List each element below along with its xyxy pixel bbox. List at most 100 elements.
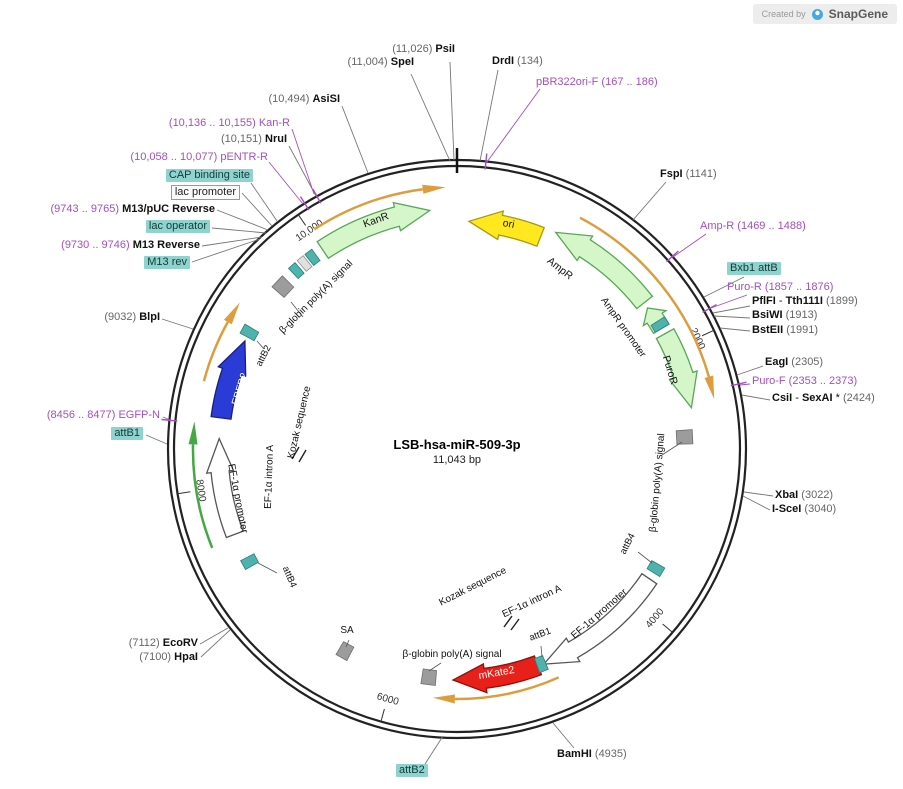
transcript-arc-left-arrowhead: [188, 421, 198, 445]
primer-site-tick: [702, 303, 717, 313]
primer-m13-puc-reverse-text: M13/pUC Reverse: [122, 203, 215, 215]
feature-ef1a-promoter-left[interactable]: [205, 436, 245, 539]
intron-junction-mark: [291, 446, 300, 460]
site-asisi-text: (10,494): [268, 93, 313, 105]
bglobin-polya-box-bottom[interactable]: [420, 668, 438, 686]
feature-ampr[interactable]: [554, 231, 654, 310]
primer-puro-r-text: Puro-R: [727, 281, 762, 293]
bglobin-polya-topleft-label: β-globin poly(A) signal: [277, 258, 355, 336]
feature-bxb1-attb[interactable]: Bxb1 attB: [727, 262, 781, 275]
site-spei-text: (11,004): [347, 56, 391, 68]
callout-line: [479, 69, 499, 162]
site-nrui[interactable]: (10,151) NruI: [221, 133, 287, 146]
primer-egfp-n-text: EGFP-N: [118, 409, 160, 421]
bglobin-polya-box-right[interactable]: [675, 429, 694, 445]
site-bsteii[interactable]: BstEII (1991): [752, 324, 818, 337]
site-pflfi-tth111i[interactable]: PflFI - Tth111I (1899): [752, 295, 858, 308]
attb1-site-box-bottom[interactable]: [533, 654, 549, 674]
attb4-site-box-right[interactable]: [646, 560, 666, 578]
site-spei[interactable]: (11,004) SpeI: [348, 56, 414, 69]
callout-line: [145, 434, 168, 445]
primer-pentr-r[interactable]: (10,058 .. 10,077) pENTR-R: [130, 151, 268, 164]
callout-line: [291, 128, 315, 195]
primer-kan-r[interactable]: (10,136 .. 10,155) Kan-R: [169, 117, 290, 130]
site-hpai-text: (7100): [139, 651, 175, 663]
bxb1-attb-site-box[interactable]: [650, 316, 670, 333]
ef1a-intron-left-label: EF-1α intron A: [263, 444, 276, 509]
site-drdi[interactable]: DrdI (134): [492, 55, 543, 68]
orf-arc-bottom: [454, 676, 560, 701]
orf-arc-topleft-arrowhead: [422, 184, 446, 194]
m13-site-box[interactable]: [287, 262, 305, 280]
site-ecorv-text: EcoRV: [162, 637, 198, 649]
feature-lac-promoter[interactable]: lac promoter: [170, 185, 240, 200]
site-bsiwi[interactable]: BsiWI (1913): [752, 309, 817, 322]
attb4-site-box-left[interactable]: [240, 553, 260, 571]
attb2-site-box-left[interactable]: [239, 323, 260, 342]
primer-egfp-n[interactable]: (8456 .. 8477) EGFP-N: [47, 409, 160, 422]
snapgene-logo-icon: [811, 8, 824, 21]
site-hpai[interactable]: (7100) HpaI: [139, 651, 198, 664]
site-blpi[interactable]: (9032) BlpI: [104, 311, 160, 324]
site-i-scei[interactable]: I-SceI (3040): [772, 503, 836, 516]
primer-amp-r[interactable]: Amp-R (1469 .. 1488): [700, 220, 806, 233]
feature-lac-promoter-text: lac promoter: [170, 185, 240, 200]
sa-site-box[interactable]: [335, 641, 355, 662]
feature-ef1a-promoter-bottom[interactable]: [542, 572, 658, 665]
primer-m13-puc-reverse[interactable]: (9743 .. 9765) M13/pUC Reverse: [51, 203, 216, 216]
scale-6000: 6000: [375, 691, 400, 708]
plasmid-title-block: LSB-hsa-miR-509-3p 11,043 bp: [393, 437, 520, 466]
transcript-arc-left: [191, 444, 214, 549]
callout-line: [552, 722, 575, 749]
cap-site-box[interactable]: [304, 248, 321, 266]
site-nrui-text: (10,151): [220, 133, 265, 145]
site-csii-sexai-text: -: [792, 392, 802, 404]
feature-mkate2[interactable]: [451, 655, 543, 694]
callout-line: [241, 192, 273, 227]
callout-line: [161, 318, 194, 330]
feature-pointer-line: [290, 301, 304, 318]
site-xbai[interactable]: XbaI (3022): [775, 489, 833, 502]
bglobin-polya-box-topleft[interactable]: [271, 275, 295, 298]
site-i-scei-text: I-SceI: [772, 503, 802, 515]
feature-cap-binding-site[interactable]: CAP binding site: [165, 169, 253, 182]
site-psii[interactable]: (11,026) PsiI: [392, 43, 455, 56]
site-blpi-text: (9032): [104, 311, 140, 323]
primer-pentr-r-text: (10,058 .. 10,077): [130, 151, 221, 163]
kozak-bottom-label: Kozak sequence: [437, 565, 508, 609]
attb4-left-label: attB4: [280, 565, 299, 590]
site-eagi[interactable]: EagI (2305): [765, 356, 823, 369]
primer-m13-rev[interactable]: M13 rev: [144, 256, 190, 269]
site-csii-sexai[interactable]: CsiI - SexAI * (2424): [772, 392, 875, 405]
primer-site-tick: [312, 188, 322, 204]
feature-kanr[interactable]: [316, 201, 432, 260]
lac-promoter-site-box[interactable]: [296, 255, 313, 272]
callout-line: [743, 491, 774, 497]
feature-attb2-callout[interactable]: attB2: [396, 764, 428, 777]
callout-line: [710, 294, 748, 309]
orf-arc-left-arrowhead: [223, 302, 240, 325]
orf-arc-right-arrowhead: [704, 375, 715, 399]
attb2-left-label: attB2: [254, 343, 274, 368]
primer-m13-reverse[interactable]: (9730 .. 9746) M13 Reverse: [61, 239, 200, 252]
feature-puror[interactable]: [655, 327, 698, 410]
feature-ori[interactable]: [467, 210, 546, 248]
feature-attb1-callout[interactable]: attB1: [111, 427, 143, 440]
feature-ebfp2[interactable]: [210, 339, 247, 420]
primer-site-tick: [484, 153, 488, 170]
site-bamhi[interactable]: BamHI (4935): [557, 748, 627, 761]
primer-puro-f[interactable]: Puro-F (2353 .. 2373): [752, 375, 857, 388]
orf-arc-topleft: [313, 187, 423, 231]
site-fspi[interactable]: FspI (1141): [660, 168, 717, 181]
site-hpai-text: HpaI: [174, 651, 198, 663]
feature-pointer-line: [661, 441, 683, 456]
site-asisi[interactable]: (10,494) AsiSI: [268, 93, 340, 106]
primer-pbr322ori-f[interactable]: pBR322ori-F (167 .. 186): [536, 76, 658, 89]
callout-line: [250, 182, 278, 222]
primer-amp-r-text: Amp-R: [700, 220, 735, 232]
feature-cap-binding-site-text: CAP binding site: [165, 169, 253, 182]
primer-puro-r[interactable]: Puro-R (1857 .. 1876): [727, 281, 833, 294]
site-spei-text: SpeI: [390, 56, 414, 68]
site-ecorv[interactable]: (7112) EcoRV: [129, 637, 198, 650]
feature-lac-operator[interactable]: lac operator: [145, 220, 210, 233]
